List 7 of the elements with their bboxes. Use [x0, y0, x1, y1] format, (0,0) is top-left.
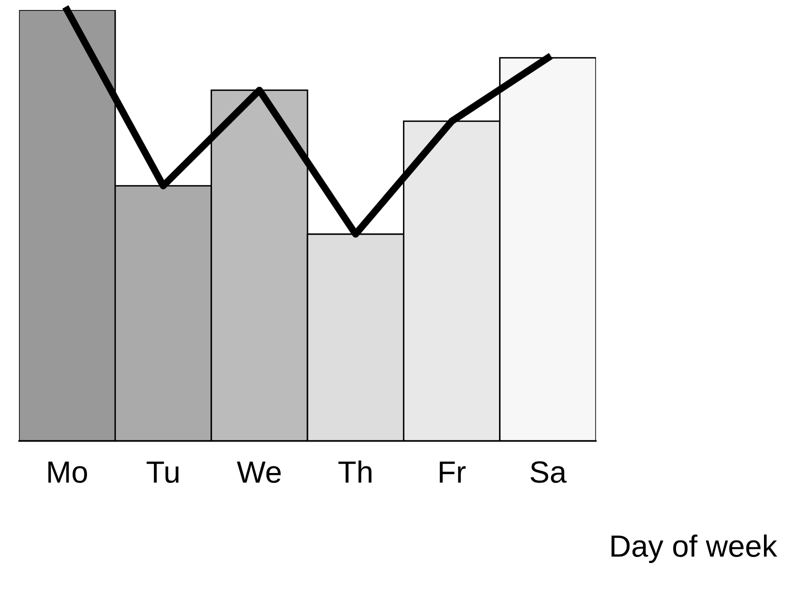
x-tick-label: Fr [440, 462, 466, 483]
x-tick-label: Th [338, 460, 372, 483]
x-tick-label: Mo [48, 462, 88, 483]
x-tick-label: Tu [146, 462, 178, 483]
x-tick-label: We [236, 462, 281, 483]
x-axis-title: Day of week [612, 534, 778, 563]
x-tick-label: Sa [530, 461, 567, 483]
